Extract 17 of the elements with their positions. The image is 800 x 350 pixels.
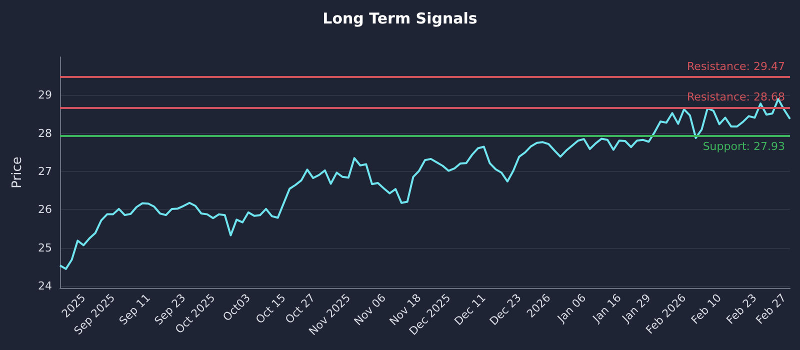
chart-title: Long Term Signals (322, 10, 478, 28)
y-tick-label: 25 (38, 241, 52, 254)
x-tick-label: Nov 06 (352, 291, 388, 328)
x-tick-label: Sep 11 (116, 291, 153, 328)
y-tick-label: 26 (38, 203, 52, 216)
ref-line-label: Resistance: 28.68 (687, 90, 785, 104)
x-tick-label: Jan 06 (554, 291, 589, 326)
y-tick-label: 24 (38, 280, 52, 293)
ref-line-label: Support: 27.93 (702, 140, 785, 154)
y-tick-label: 29 (38, 88, 52, 102)
ref-line-label: Resistance: 29.47 (687, 60, 785, 74)
y-tick-label: 27 (38, 165, 52, 178)
y-tick-label: 28 (38, 126, 52, 140)
y-axis-title: Price (10, 156, 25, 188)
x-tick-label: Feb 10 (688, 291, 724, 327)
x-tick-label: Dec 23 (487, 291, 524, 328)
x-tick-label: Dec 11 (452, 291, 488, 328)
